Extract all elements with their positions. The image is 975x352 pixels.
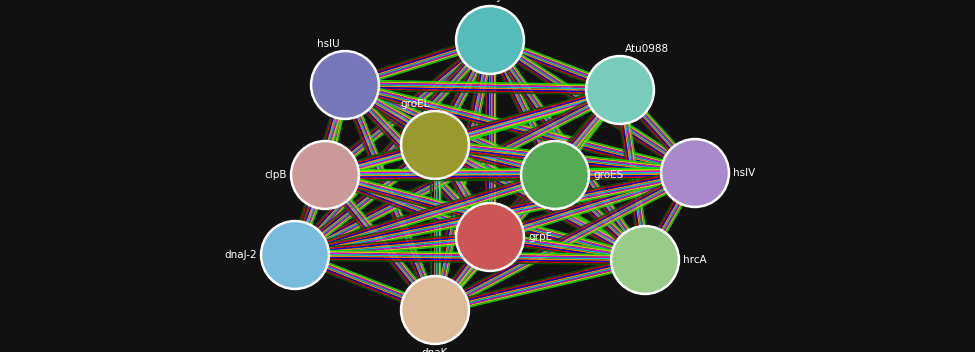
Circle shape <box>401 276 470 345</box>
Circle shape <box>523 143 587 207</box>
Text: grpE: grpE <box>528 232 552 242</box>
Circle shape <box>660 138 729 207</box>
Text: groES: groES <box>593 170 623 180</box>
Text: clpB: clpB <box>264 170 287 180</box>
Circle shape <box>521 140 590 209</box>
Circle shape <box>613 228 677 292</box>
Circle shape <box>263 223 327 287</box>
Circle shape <box>458 8 522 72</box>
Circle shape <box>586 56 654 125</box>
Circle shape <box>403 113 467 177</box>
Circle shape <box>403 278 467 342</box>
Circle shape <box>313 53 377 117</box>
Circle shape <box>588 58 652 122</box>
Text: dnaJ: dnaJ <box>479 0 501 2</box>
Circle shape <box>260 220 330 289</box>
Circle shape <box>455 6 525 75</box>
Text: groEL: groEL <box>401 99 430 109</box>
Circle shape <box>293 143 357 207</box>
Circle shape <box>310 50 379 119</box>
Text: dnaJ-2: dnaJ-2 <box>224 250 257 260</box>
Circle shape <box>455 202 525 271</box>
Circle shape <box>291 140 360 209</box>
Circle shape <box>458 205 522 269</box>
Text: dnaK: dnaK <box>422 348 449 352</box>
Text: hrcA: hrcA <box>683 255 707 265</box>
Circle shape <box>401 111 470 180</box>
Text: Atu0988: Atu0988 <box>625 44 669 54</box>
Text: hslU: hslU <box>318 39 340 49</box>
Circle shape <box>663 141 727 205</box>
Text: hslV: hslV <box>733 168 756 178</box>
Circle shape <box>610 226 680 295</box>
